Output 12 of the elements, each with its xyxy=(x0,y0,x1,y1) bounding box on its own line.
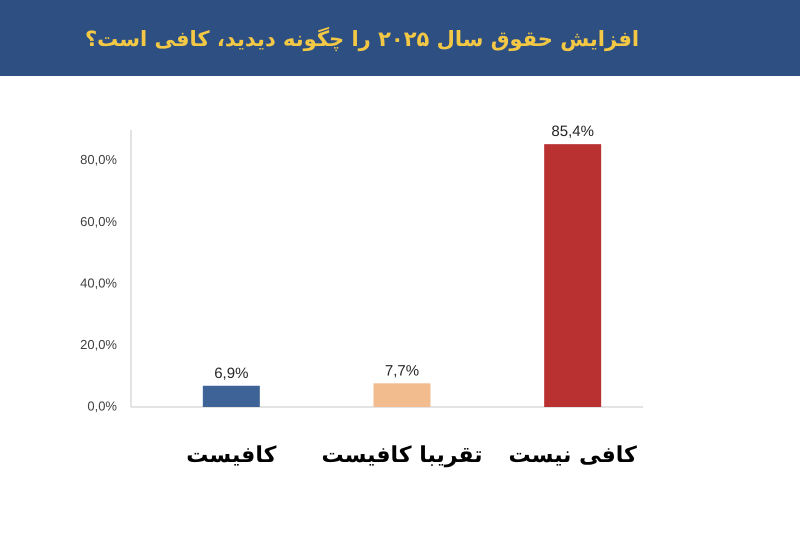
value-label: 7,7% xyxy=(384,362,420,380)
y-tick: 80,0% xyxy=(80,152,117,168)
value-label: 85,4% xyxy=(551,123,594,140)
category-label: کافی نیست xyxy=(508,443,637,468)
y-tick: 60,0% xyxy=(80,214,117,229)
category-label: تقریبا کافیست xyxy=(321,443,483,468)
y-tick: 20,0% xyxy=(80,336,117,352)
category-label: کافیست xyxy=(186,443,276,468)
title: افزایش حقوق سال ۲۰۲۵ را چگونه دیدید، کافی است؟ xyxy=(84,27,640,51)
y-tick: 40,0% xyxy=(80,275,117,290)
value-label: 6,9% xyxy=(214,364,248,382)
y-tick: 0,0% xyxy=(87,398,117,414)
